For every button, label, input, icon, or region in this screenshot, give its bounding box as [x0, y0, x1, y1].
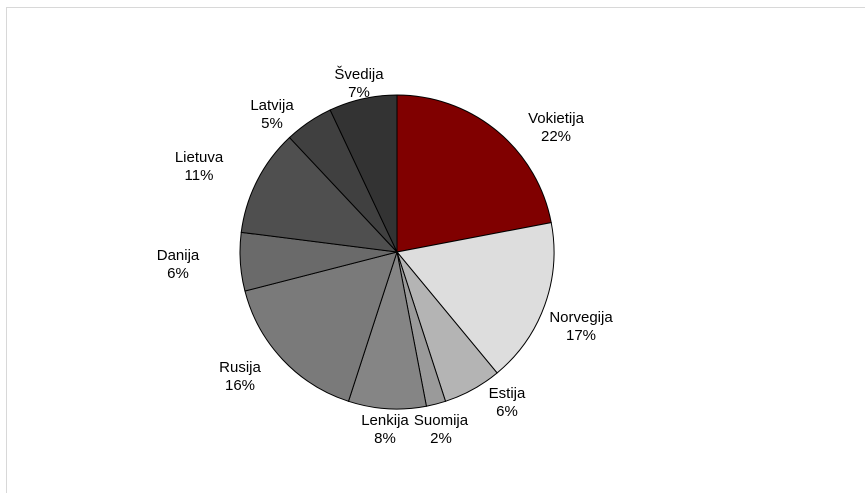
slice-label: Švedija [334, 66, 384, 83]
slice-label: Lietuva [175, 149, 224, 166]
slice-percent-label: 11% [185, 167, 214, 184]
slice-label: Latvija [250, 97, 294, 114]
pie-labels: Vokietija22%Norvegija17%Estija6%Suomija2… [157, 66, 614, 447]
pie-slice-norvegija [396, 221, 555, 374]
slice-label: Lenkija [361, 412, 409, 429]
pie-slice-rusija [244, 251, 398, 402]
pie-slice-lietuva [240, 136, 399, 253]
pie-slice-vokietija [396, 94, 552, 253]
slice-percent-label: 5% [261, 115, 283, 132]
slice-label: Rusija [219, 359, 261, 376]
slice-percent-label: 7% [348, 84, 370, 101]
slice-label: Estija [489, 385, 526, 402]
slice-percent-label: 6% [167, 265, 189, 282]
slice-percent-label: 2% [430, 430, 452, 447]
pie-slice-švedija [329, 94, 398, 253]
slice-percent-label: 22% [541, 128, 571, 145]
slice-percent-label: 16% [225, 377, 255, 394]
slice-label: Danija [157, 247, 200, 264]
slice-label: Norvegija [549, 309, 613, 326]
slice-percent-label: 17% [566, 327, 596, 344]
pie-slices [239, 94, 555, 410]
slice-percent-label: 8% [374, 430, 396, 447]
frame-border-top [6, 7, 865, 8]
frame-border-left [6, 7, 7, 493]
slice-label: Suomija [414, 412, 469, 429]
slice-label: Vokietija [528, 110, 585, 127]
slice-percent-label: 6% [496, 403, 518, 420]
